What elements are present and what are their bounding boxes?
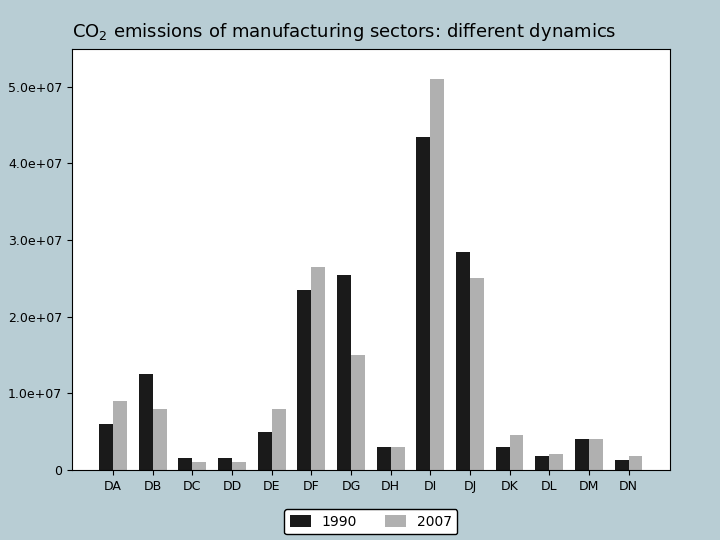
Bar [192,462,206,470]
Bar [337,274,351,470]
Bar [297,290,311,470]
Legend: 1990, 2007: 1990, 2007 [284,509,457,535]
Bar [311,267,325,470]
Bar [153,409,166,470]
Bar [232,462,246,470]
Bar [391,447,405,470]
Bar [99,424,113,470]
Bar [218,458,232,470]
Bar [179,458,192,470]
Bar [536,456,549,470]
Bar [139,374,153,470]
Bar [549,455,563,470]
Bar [377,447,391,470]
Bar [258,431,271,470]
Y-axis label: CO2: CO2 [0,245,2,274]
Text: CO$_2$ emissions of manufacturing sectors: different dynamics: CO$_2$ emissions of manufacturing sector… [72,22,616,44]
Bar [351,355,365,470]
Bar [431,79,444,470]
Bar [615,460,629,470]
Bar [470,278,484,470]
Bar [629,456,642,470]
Bar [589,439,603,470]
Bar [510,435,523,470]
Bar [113,401,127,470]
Bar [575,439,589,470]
Bar [271,409,286,470]
Bar [416,137,431,470]
Bar [495,447,510,470]
Bar [456,252,470,470]
